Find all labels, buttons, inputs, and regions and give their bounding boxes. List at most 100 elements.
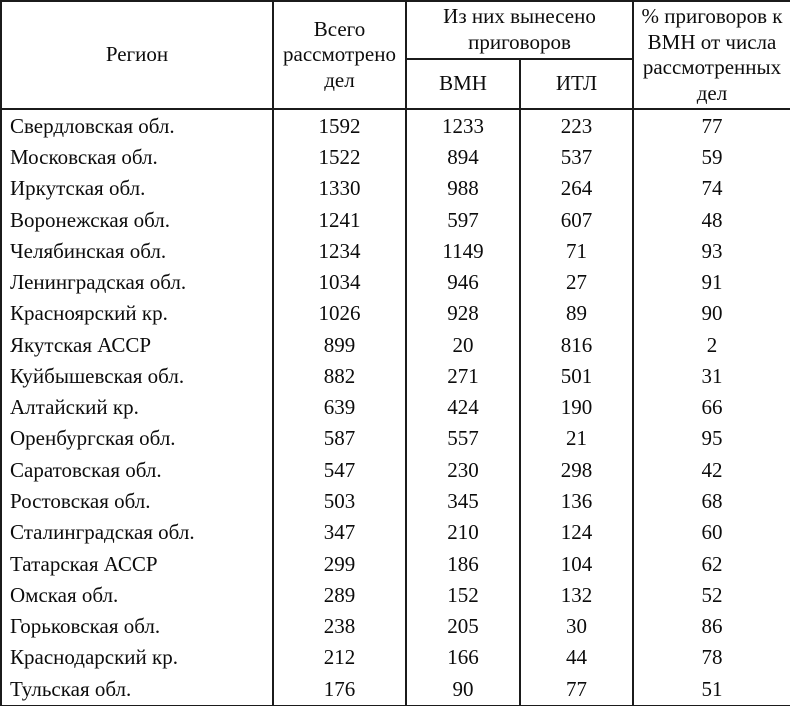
header-percent-vmn: % приговоров к ВМН от числа рассмотренны… (632, 0, 790, 111)
header-region: Регион (0, 0, 274, 111)
total-cell: 547 (272, 454, 407, 486)
vmn-cell: 424 (405, 392, 521, 424)
table-header: Регион Всего рассмотрено дел Из них выне… (0, 0, 790, 111)
region-cell: Красноярский кр. (0, 298, 274, 330)
region-cell: Куйбышевская обл. (0, 360, 274, 393)
region-cell: Алтайский кр. (0, 392, 274, 424)
vmn-cell: 90 (405, 673, 521, 706)
percent-cell: 78 (632, 642, 790, 674)
percent-cell: 66 (632, 392, 790, 424)
table-row: Ленинградская обл. 1034 946 27 91 (0, 267, 790, 299)
region-cell: Свердловская обл. (0, 109, 274, 142)
percent-cell: 91 (632, 267, 790, 299)
total-cell: 212 (272, 642, 407, 674)
table-row: Татарская АССР 299 186 104 62 (0, 548, 790, 580)
header-vmn: ВМН (405, 57, 521, 111)
table-row: Алтайский кр. 639 424 190 66 (0, 392, 790, 424)
percent-cell: 86 (632, 610, 790, 643)
itl-cell: 21 (519, 423, 634, 455)
total-cell: 347 (272, 517, 407, 549)
total-cell: 587 (272, 423, 407, 455)
total-cell: 1234 (272, 235, 407, 268)
total-cell: 639 (272, 392, 407, 424)
percent-cell: 31 (632, 360, 790, 393)
header-row-top: Регион Всего рассмотрено дел Из них выне… (0, 0, 790, 111)
percent-cell: 74 (632, 173, 790, 205)
region-cell: Тульская обл. (0, 673, 274, 706)
percent-cell: 48 (632, 204, 790, 236)
region-cell: Краснодарский кр. (0, 642, 274, 674)
itl-cell: 223 (519, 109, 634, 142)
table-row: Ростовская обл. 503 345 136 68 (0, 485, 790, 518)
itl-cell: 89 (519, 298, 634, 330)
percent-cell: 42 (632, 454, 790, 486)
header-row-sub: ВМН ИТЛ (1, 57, 790, 111)
total-cell: 176 (272, 673, 407, 706)
vmn-cell: 946 (405, 267, 521, 299)
total-cell: 238 (272, 610, 407, 643)
region-cell: Ленинградская обл. (0, 267, 274, 299)
table-row: Краснодарский кр. 212 166 44 78 (0, 642, 790, 674)
region-cell: Московская обл. (0, 141, 274, 174)
vmn-cell: 152 (405, 579, 521, 611)
table-row: Воронежская обл. 1241 597 607 48 (0, 204, 790, 236)
vmn-cell: 894 (405, 141, 521, 174)
region-cell: Горьковская обл. (0, 610, 274, 643)
itl-cell: 132 (519, 579, 634, 611)
itl-cell: 264 (519, 173, 634, 205)
vmn-cell: 1233 (405, 109, 521, 142)
itl-cell: 104 (519, 548, 634, 580)
vmn-cell: 597 (405, 204, 521, 236)
region-cell: Воронежская обл. (0, 204, 274, 236)
region-cell: Якутская АССР (0, 329, 274, 361)
total-cell: 1241 (272, 204, 407, 236)
table-row: Куйбышевская обл. 882 271 501 31 (0, 360, 790, 393)
percent-cell: 77 (632, 109, 790, 142)
percent-cell: 95 (632, 423, 790, 455)
itl-cell: 30 (519, 610, 634, 643)
itl-cell: 607 (519, 204, 634, 236)
vmn-cell: 20 (405, 329, 521, 361)
total-cell: 1034 (272, 267, 407, 299)
itl-cell: 124 (519, 517, 634, 549)
itl-cell: 77 (519, 673, 634, 706)
total-cell: 503 (272, 485, 407, 518)
table-row: Сталинградская обл. 347 210 124 60 (0, 517, 790, 549)
vmn-cell: 186 (405, 548, 521, 580)
vmn-cell: 230 (405, 454, 521, 486)
region-cell: Челябинская обл. (0, 235, 274, 268)
itl-cell: 136 (519, 485, 634, 518)
percent-cell: 90 (632, 298, 790, 330)
table-body: Свердловская обл. 1592 1233 223 77 Московская… (0, 109, 790, 706)
percent-cell: 68 (632, 485, 790, 518)
itl-cell: 537 (519, 141, 634, 174)
itl-cell: 71 (519, 235, 634, 268)
header-total-cases: Всего рассмотрено дел (272, 0, 407, 111)
table-row: Оренбургская обл. 587 557 21 95 (0, 423, 790, 455)
region-cell: Саратовская обл. (0, 454, 274, 486)
itl-cell: 44 (519, 642, 634, 674)
itl-cell: 190 (519, 392, 634, 424)
vmn-cell: 271 (405, 360, 521, 393)
total-cell: 899 (272, 329, 407, 361)
vmn-cell: 988 (405, 173, 521, 205)
total-cell: 1522 (272, 141, 407, 174)
percent-cell: 60 (632, 517, 790, 549)
region-cell: Омская обл. (0, 579, 274, 611)
vmn-cell: 166 (405, 642, 521, 674)
table-row: Якутская АССР 899 20 816 2 (0, 329, 790, 361)
vmn-cell: 928 (405, 298, 521, 330)
header-itl: ИТЛ (519, 57, 634, 111)
table-row: Горьковская обл. 238 205 30 86 (0, 610, 790, 643)
total-cell: 299 (272, 548, 407, 580)
itl-cell: 816 (519, 329, 634, 361)
table-row: Челябинская обл. 1234 1149 71 93 (0, 235, 790, 268)
total-cell: 1330 (272, 173, 407, 205)
table-row: Тульская обл. 176 90 77 51 (0, 673, 790, 706)
total-cell: 289 (272, 579, 407, 611)
table-row: Омская обл. 289 152 132 52 (0, 579, 790, 611)
percent-cell: 51 (632, 673, 790, 706)
percent-cell: 52 (632, 579, 790, 611)
